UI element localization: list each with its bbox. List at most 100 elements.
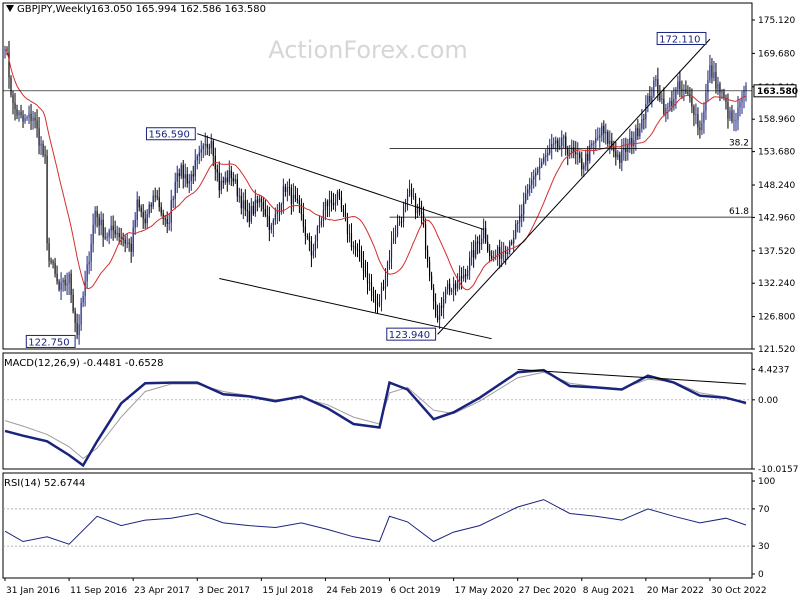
candle-body bbox=[376, 302, 379, 306]
macd-tick-label: 0.00 bbox=[758, 396, 778, 406]
candle-body bbox=[667, 107, 669, 109]
x-tick-label: 17 May 2020 bbox=[455, 586, 514, 596]
candle-body bbox=[517, 222, 519, 224]
candle-body bbox=[262, 202, 264, 209]
candle-body bbox=[523, 201, 525, 215]
candle-body bbox=[124, 239, 126, 244]
candle-body bbox=[483, 227, 485, 239]
candle-body bbox=[422, 213, 425, 225]
candle-body bbox=[28, 113, 30, 118]
candle-body bbox=[238, 195, 240, 197]
moving-average-line bbox=[4, 49, 747, 291]
candle-body bbox=[344, 211, 347, 218]
candle-body bbox=[723, 91, 725, 99]
candle-body bbox=[156, 196, 158, 198]
candle-body bbox=[150, 204, 152, 207]
candle-body bbox=[513, 237, 515, 244]
macd-frame bbox=[2, 352, 753, 470]
candle-body bbox=[394, 234, 397, 239]
candle-body bbox=[410, 189, 413, 197]
candle-body bbox=[561, 137, 563, 146]
candle-body bbox=[12, 94, 14, 104]
x-tick-label: 23 Apr 2017 bbox=[134, 586, 190, 596]
candle-body bbox=[48, 243, 50, 261]
x-axis: 31 Jan 2016 11 Sep 2016 23 Apr 2017 3 Dec 2… bbox=[4, 578, 767, 596]
candle-body bbox=[739, 102, 741, 108]
candle-body bbox=[178, 173, 180, 177]
candle-body bbox=[541, 162, 543, 167]
candle-body bbox=[190, 174, 192, 181]
candle-body bbox=[701, 122, 703, 131]
candle-body bbox=[725, 98, 727, 103]
candle-body bbox=[693, 106, 695, 115]
price-tick-label: 137.520 bbox=[758, 247, 795, 257]
candle-body bbox=[432, 288, 435, 302]
candle-body bbox=[665, 108, 667, 114]
candle-body bbox=[132, 227, 134, 252]
candle-body bbox=[248, 210, 250, 222]
price-labels-group: 156.590 122.750 123.940 172.110 bbox=[25, 31, 707, 348]
candle-body bbox=[430, 275, 433, 289]
candle-body bbox=[66, 283, 68, 286]
candle-body bbox=[58, 281, 60, 290]
candle-body bbox=[304, 226, 307, 237]
candle-body bbox=[617, 154, 619, 158]
candle-body bbox=[20, 112, 22, 116]
candle-body bbox=[310, 241, 313, 256]
candle-body bbox=[649, 95, 651, 102]
candle-body bbox=[80, 302, 82, 325]
candle-body bbox=[164, 218, 166, 220]
candle-body bbox=[212, 141, 214, 156]
candle-body bbox=[90, 243, 92, 262]
candle-body bbox=[92, 224, 94, 244]
swing-label-box bbox=[656, 31, 707, 45]
candle-body bbox=[717, 83, 719, 89]
candle-body bbox=[172, 198, 174, 201]
candle-body bbox=[611, 140, 613, 148]
candle-body bbox=[695, 114, 697, 116]
candle-body bbox=[569, 152, 571, 155]
swing-label-box bbox=[145, 127, 196, 141]
candle-body bbox=[200, 149, 202, 153]
swing-label: 172.110 bbox=[659, 34, 700, 45]
candle-body bbox=[114, 230, 116, 235]
candle-body bbox=[597, 137, 599, 139]
candle-body bbox=[372, 290, 375, 297]
candle-body bbox=[501, 251, 503, 259]
candle-body bbox=[308, 236, 311, 242]
candle-body bbox=[396, 223, 399, 235]
price-grid bbox=[2, 2, 753, 579]
candles-group bbox=[4, 40, 747, 345]
swing-label: 123.940 bbox=[389, 330, 430, 341]
candle-body bbox=[663, 98, 665, 114]
candle-body bbox=[529, 184, 531, 190]
candle-body bbox=[234, 179, 236, 182]
candle-body bbox=[450, 289, 453, 292]
candle-body bbox=[14, 103, 16, 110]
candle-body bbox=[84, 281, 86, 297]
candle-body bbox=[705, 92, 707, 111]
candle-body bbox=[585, 153, 587, 166]
candle-body bbox=[627, 143, 629, 153]
candle-body bbox=[463, 274, 465, 279]
candle-body bbox=[342, 209, 345, 212]
fib-level-label: 38.2 bbox=[729, 138, 749, 148]
candle-body bbox=[142, 212, 144, 219]
candle-body bbox=[587, 153, 589, 161]
candle-body bbox=[505, 251, 507, 254]
candle-body bbox=[386, 262, 389, 276]
candle-body bbox=[104, 237, 106, 239]
candle-body bbox=[444, 289, 447, 300]
candle-body bbox=[32, 117, 34, 121]
price-tick-label: 142.960 bbox=[758, 213, 795, 223]
candle-body bbox=[188, 180, 190, 184]
candle-body bbox=[635, 128, 637, 141]
candle-body bbox=[551, 143, 553, 149]
candle-body bbox=[651, 96, 653, 102]
candle-body bbox=[442, 299, 445, 308]
candle-body bbox=[583, 165, 585, 170]
dropdown-triangle-icon[interactable] bbox=[6, 5, 14, 12]
candle-body bbox=[420, 212, 423, 214]
candle-body bbox=[653, 80, 655, 97]
